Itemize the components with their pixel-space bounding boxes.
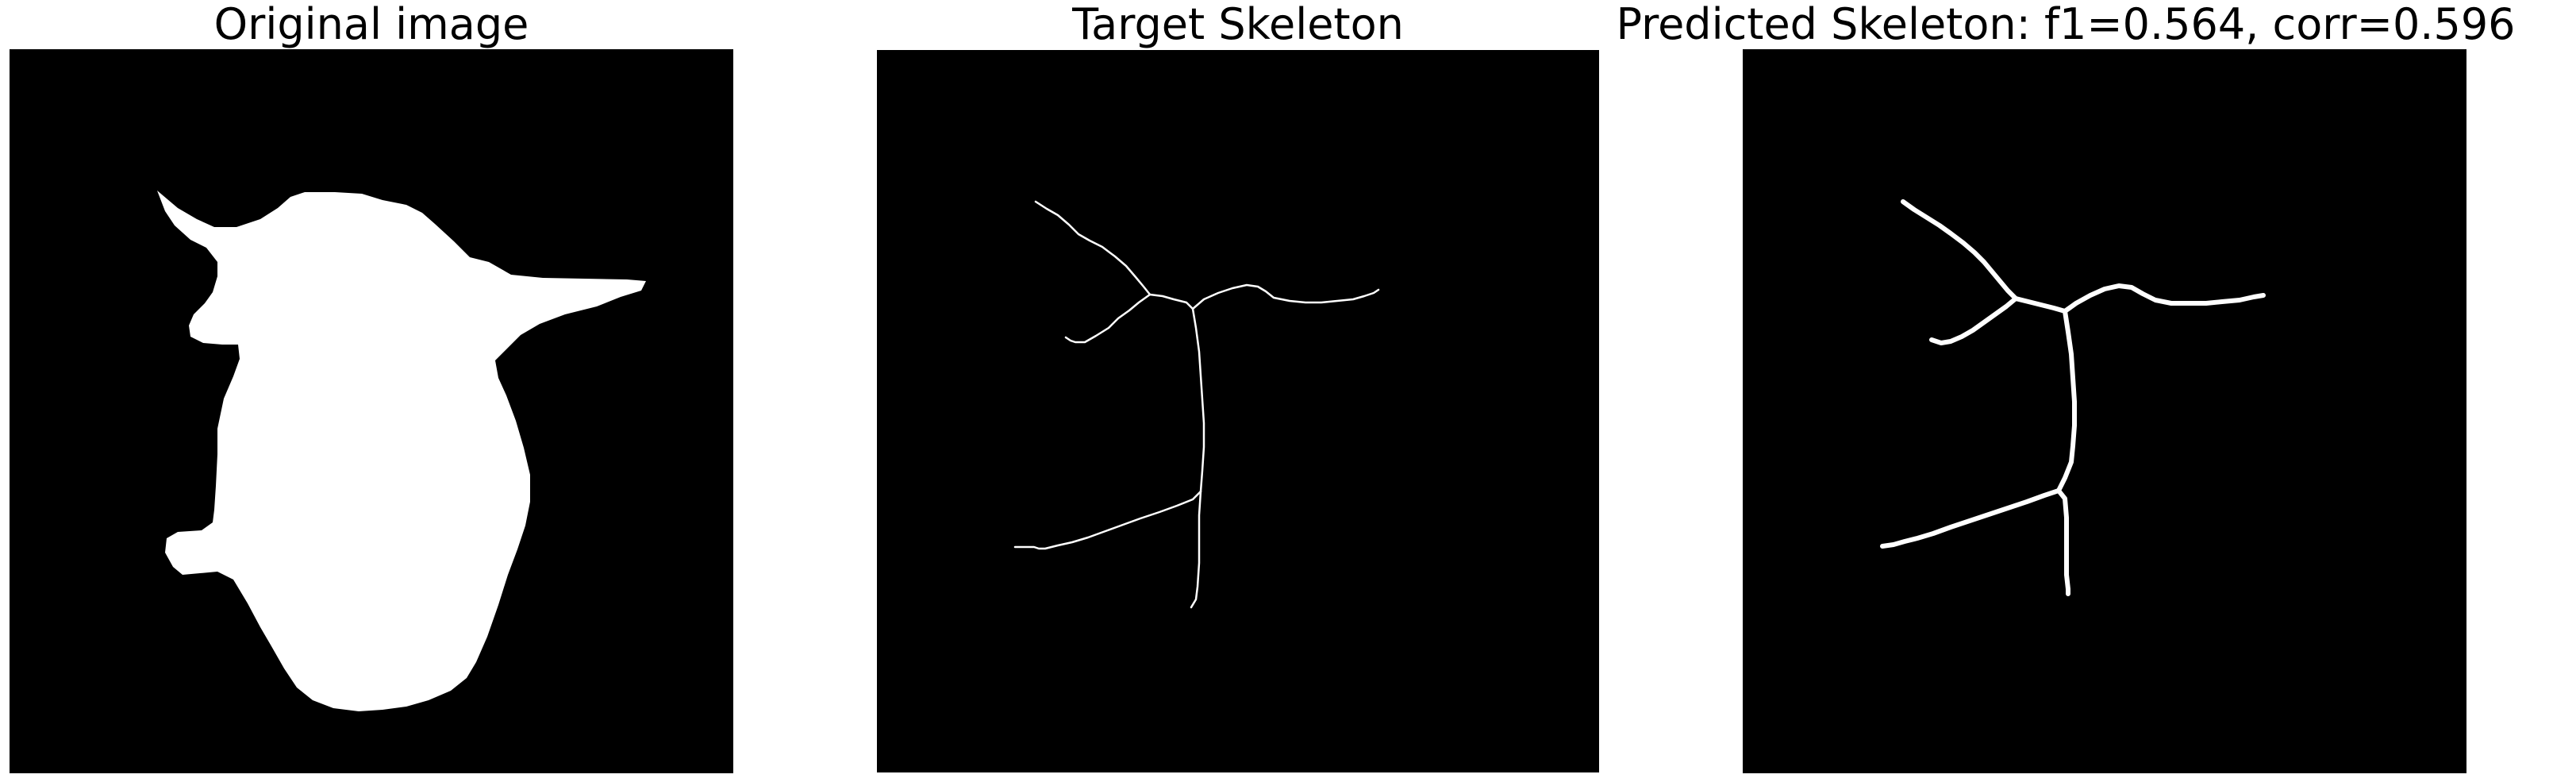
skeleton-branch: [1193, 285, 1378, 309]
predicted-skeleton-panel: [1743, 49, 2466, 773]
target-skeleton-title: Target Skeleton: [877, 0, 1599, 49]
original-image-title: Original image: [10, 0, 733, 49]
skeleton-branch: [1066, 295, 1150, 342]
skeleton-branch: [1932, 299, 2016, 343]
skeleton-branch: [1191, 491, 1201, 607]
skeleton-branch: [1036, 202, 1150, 295]
skeleton-branch: [2059, 311, 2074, 491]
skeleton-branch: [1903, 202, 2016, 299]
target-skeleton-panel: [877, 50, 1599, 772]
original-image-panel: [10, 49, 733, 773]
skeleton-branch: [2065, 286, 2263, 311]
skeleton-branch: [1015, 491, 1201, 549]
predicted-skeleton-title: Predicted Skeleton: f1=0.564, corr=0.596: [1555, 0, 2576, 49]
skeleton-branch: [2059, 491, 2068, 594]
predicted-skeleton-drawing: [1743, 49, 2466, 773]
target-skeleton-drawing: [877, 50, 1599, 772]
skeleton-branch: [1193, 309, 1204, 491]
original-image-silhouette: [10, 49, 733, 773]
skeleton-branch: [1882, 491, 2059, 546]
skeleton-branch: [1150, 295, 1193, 309]
skeleton-branch: [2016, 299, 2065, 311]
